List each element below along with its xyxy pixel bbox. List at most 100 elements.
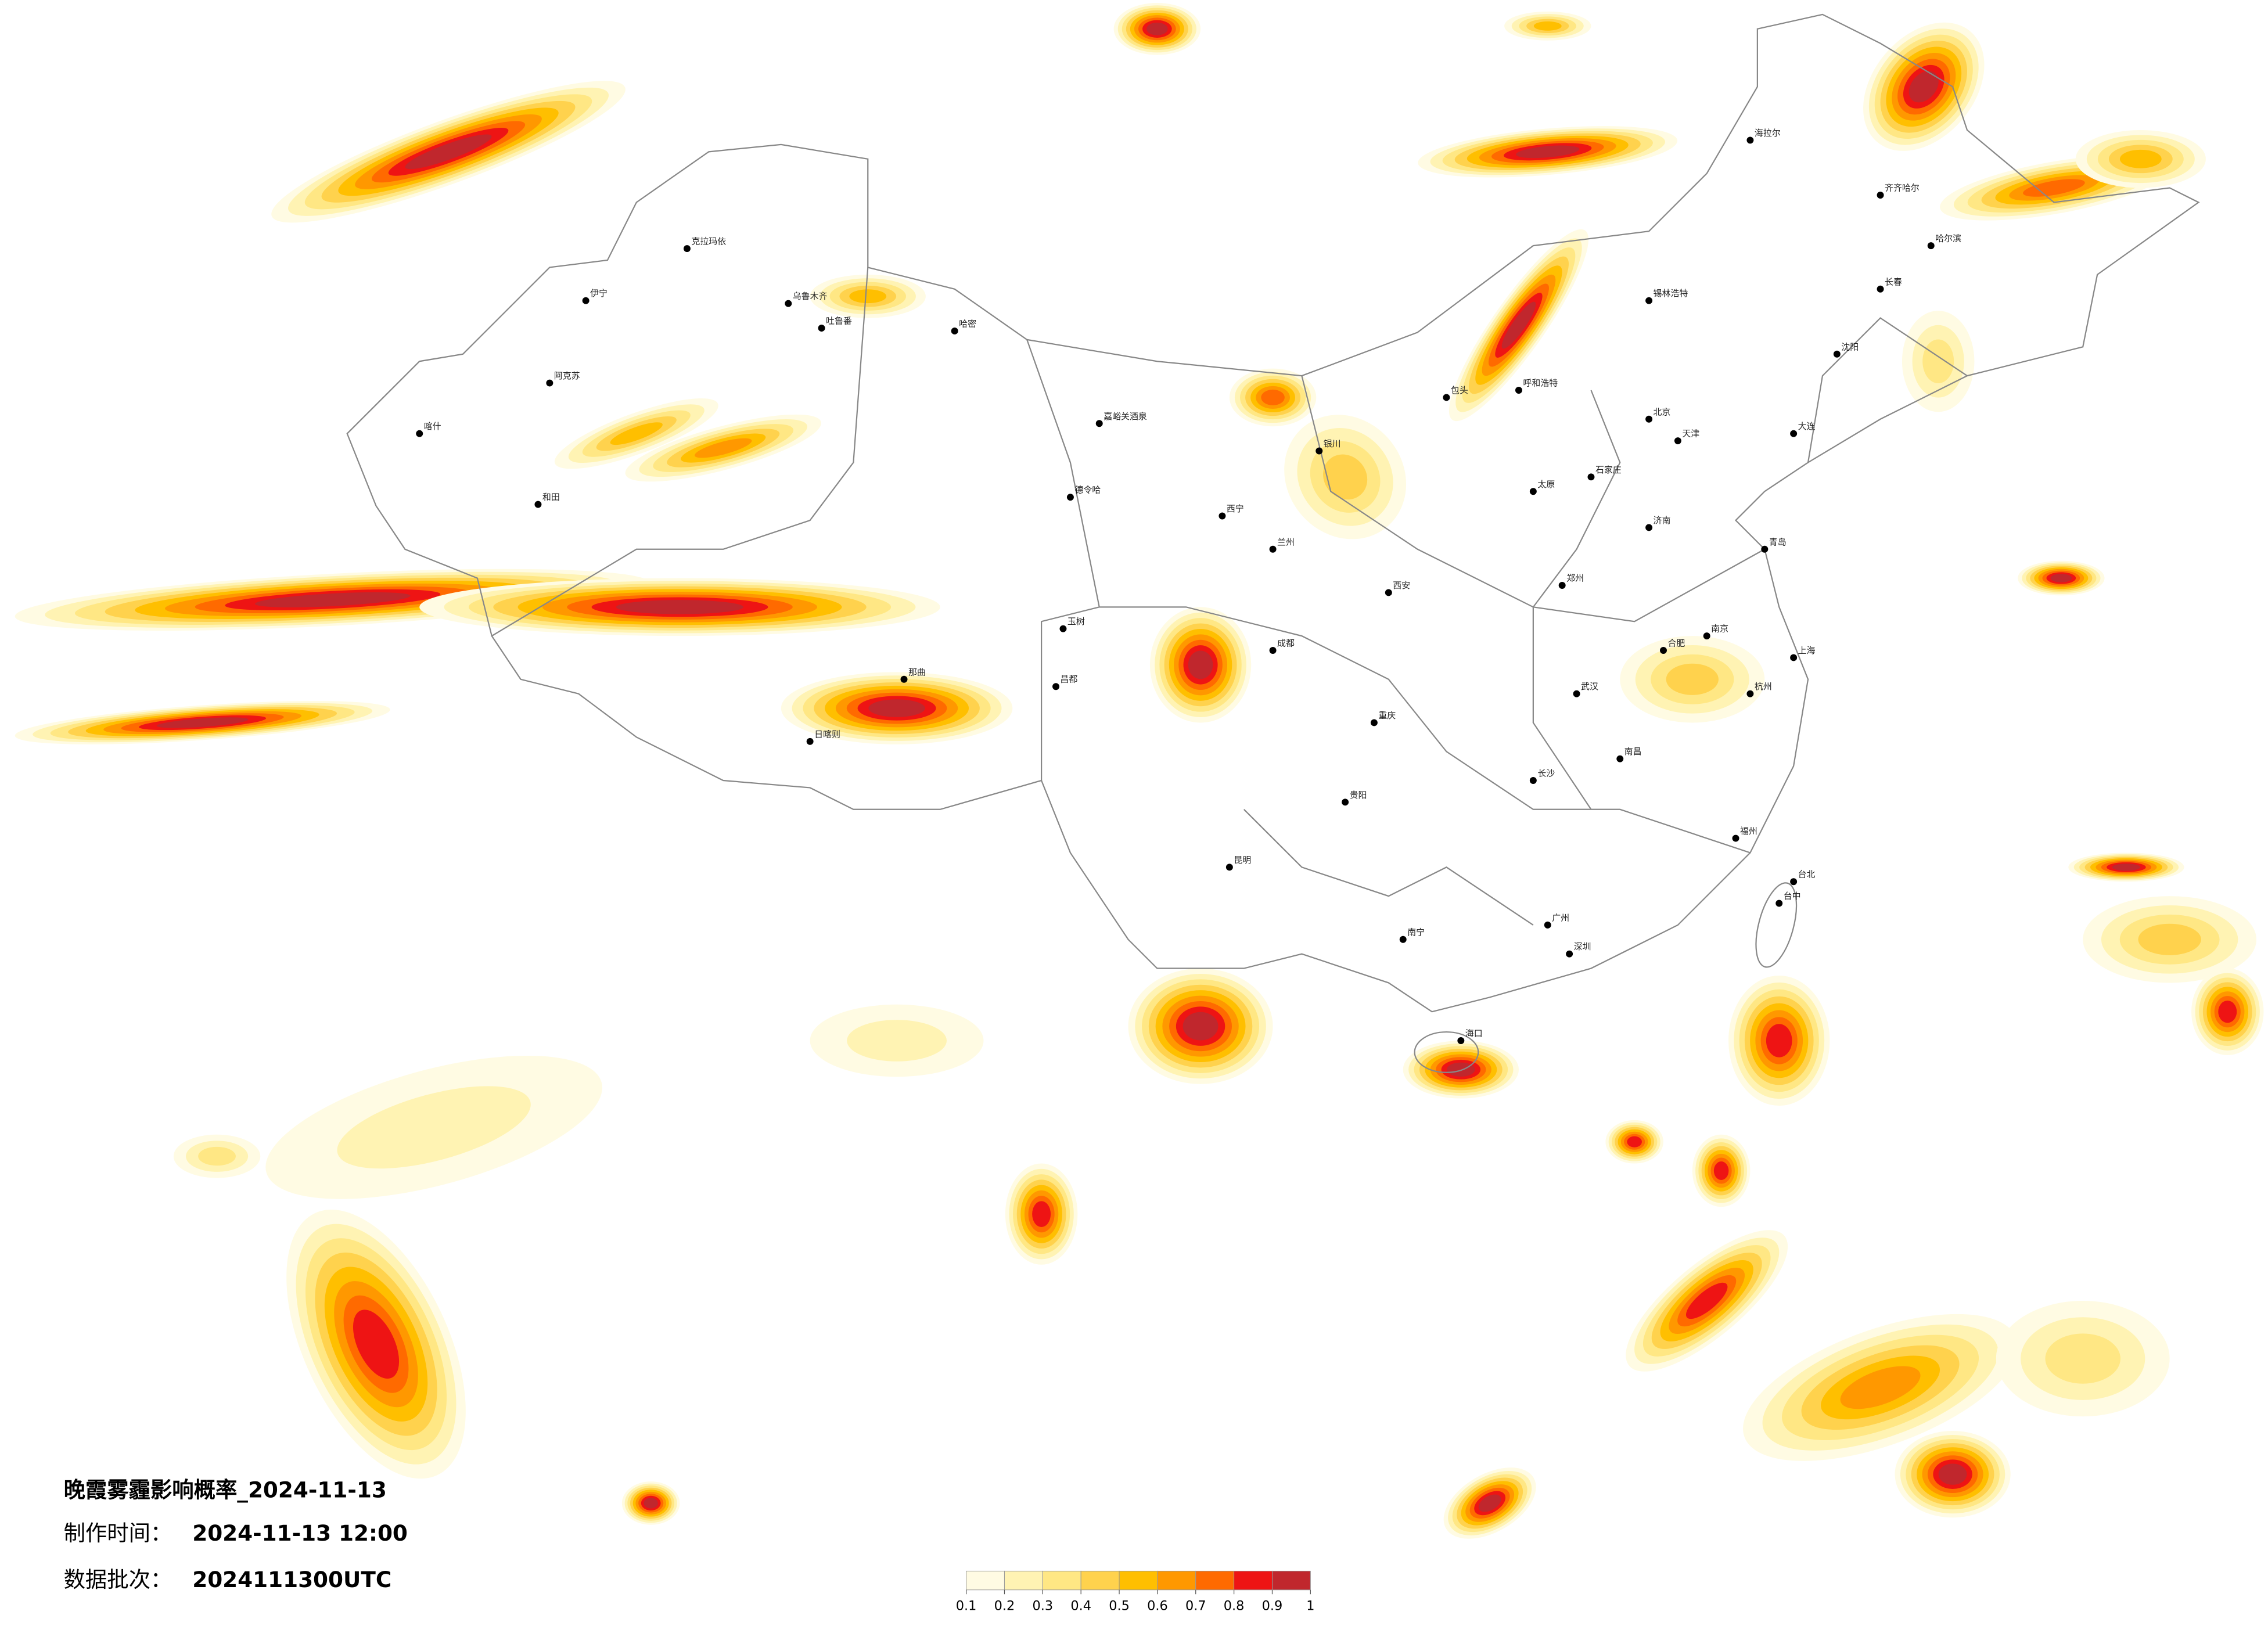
city-dot [1529, 777, 1537, 784]
batch: 2024111300UTC [192, 1567, 391, 1592]
probability-area [1501, 301, 1536, 349]
city-dot [1645, 415, 1653, 423]
probability-area [1032, 1201, 1051, 1227]
city-dot [1370, 719, 1378, 726]
city-label: 吐鲁番 [826, 316, 852, 326]
city-dot [1342, 798, 1349, 806]
made-time: 2024-11-13 12:00 [192, 1520, 408, 1546]
city-label: 玉树 [1067, 616, 1085, 627]
probability-area [1182, 1012, 1219, 1041]
city-label: 青岛 [1769, 537, 1787, 547]
made-label: 制作时间： [64, 1520, 172, 1546]
city-label: 德令哈 [1074, 485, 1101, 495]
province-border [1243, 808, 1534, 926]
taiwan [1755, 882, 1798, 968]
probability-area [1908, 71, 1939, 103]
city-label: 伊宁 [590, 288, 608, 298]
city-label: 乌鲁木齐 [793, 291, 828, 301]
probability-area [2112, 864, 2141, 871]
colorbar-tick-label: 0.4 [1070, 1599, 1091, 1614]
city-dot [1544, 921, 1551, 929]
colorbar-tick-label: 0.9 [1262, 1599, 1283, 1614]
city-label: 哈尔滨 [1935, 233, 1961, 244]
probability-area [1516, 145, 1580, 159]
city-dot [1660, 647, 1667, 654]
city-dot [806, 738, 814, 745]
city-label: 台中 [1784, 891, 1801, 901]
province-border [1807, 317, 1968, 463]
city-dot [785, 300, 792, 307]
province-border [1301, 375, 1765, 623]
city-dot [1927, 242, 1935, 250]
city-dot [1269, 545, 1277, 553]
city-dot [1225, 864, 1233, 871]
probability-area [849, 289, 887, 304]
probability-area [2045, 1333, 2120, 1384]
city-label: 嘉峪关酒泉 [1104, 411, 1147, 422]
city-dot [1558, 582, 1566, 589]
city-label: 西宁 [1227, 503, 1244, 514]
city-label: 北京 [1654, 406, 1671, 417]
probability-area [2119, 149, 2162, 168]
city-label: 沈阳 [1841, 341, 1859, 352]
city-label: 上海 [1798, 645, 1816, 656]
colorbar-tick-label: 0.1 [956, 1599, 977, 1614]
city-dot [1219, 512, 1226, 520]
city-label: 深圳 [1574, 941, 1591, 952]
city-label: 郑州 [1566, 573, 1584, 584]
probability-area [1261, 389, 1285, 405]
city-label: 成都 [1277, 638, 1295, 649]
map-title: 晚霞雾霾影响概率_2024-11-13 [64, 1477, 387, 1502]
city-label: 兰州 [1277, 537, 1295, 547]
city-label: 阿克苏 [554, 370, 580, 381]
city-dot [1529, 488, 1537, 495]
city-label: 那曲 [908, 667, 926, 677]
probability-area [405, 134, 492, 170]
city-label: 天津 [1682, 429, 1699, 439]
city-dot [1761, 545, 1769, 553]
city-label: 齐齐哈尔 [1885, 183, 1920, 193]
colorbar-swatch [966, 1570, 1005, 1591]
colorbar-swatch [1080, 1570, 1120, 1591]
city-dot [818, 325, 825, 332]
city-label: 重庆 [1378, 710, 1396, 721]
city-dot [1457, 1037, 1465, 1044]
colorbar: 0.1 0.2 0.3 0.4 0.5 0.6 0.7 0.8 0.9 1 [956, 1570, 1314, 1614]
probability-area [255, 592, 411, 607]
probability-area [847, 1020, 947, 1062]
probability-area [198, 1146, 236, 1166]
city-label: 克拉玛依 [691, 236, 726, 247]
colorbar-tick-label: 0.2 [994, 1599, 1015, 1614]
colorbar-swatch [1157, 1570, 1196, 1591]
city-dot [1645, 524, 1653, 531]
probability-area [1666, 663, 1719, 695]
city-label: 福州 [1740, 826, 1757, 836]
colorbar-tick-label: 0.5 [1109, 1599, 1130, 1614]
probability-area [353, 1310, 400, 1379]
city-label: 呼和浩特 [1523, 378, 1558, 388]
city-dot [1645, 297, 1653, 304]
city-label: 日喀则 [814, 729, 840, 739]
city-dot [951, 327, 958, 334]
city-dot [1399, 936, 1407, 943]
probability-area [2218, 1001, 2237, 1023]
city-label: 台北 [1798, 869, 1816, 880]
city-dot [683, 245, 691, 253]
city-dot [1790, 430, 1798, 437]
colorbar-swatch [1119, 1570, 1158, 1591]
probability-area [644, 1498, 658, 1509]
city-label: 海拉尔 [1755, 128, 1781, 138]
city-label: 海口 [1465, 1028, 1483, 1039]
city-dot [1066, 494, 1074, 501]
city-label: 贵阳 [1350, 790, 1367, 800]
colorbar-tick-label: 0.8 [1224, 1599, 1245, 1614]
colorbar-tick-label: 0.7 [1185, 1599, 1206, 1614]
probability-area [2050, 574, 2072, 582]
probability-area [610, 422, 663, 445]
city-label: 武汉 [1581, 681, 1598, 692]
city-label: 南宁 [1407, 927, 1425, 937]
city-label: 昌都 [1060, 674, 1077, 685]
city-dot [1790, 654, 1798, 661]
